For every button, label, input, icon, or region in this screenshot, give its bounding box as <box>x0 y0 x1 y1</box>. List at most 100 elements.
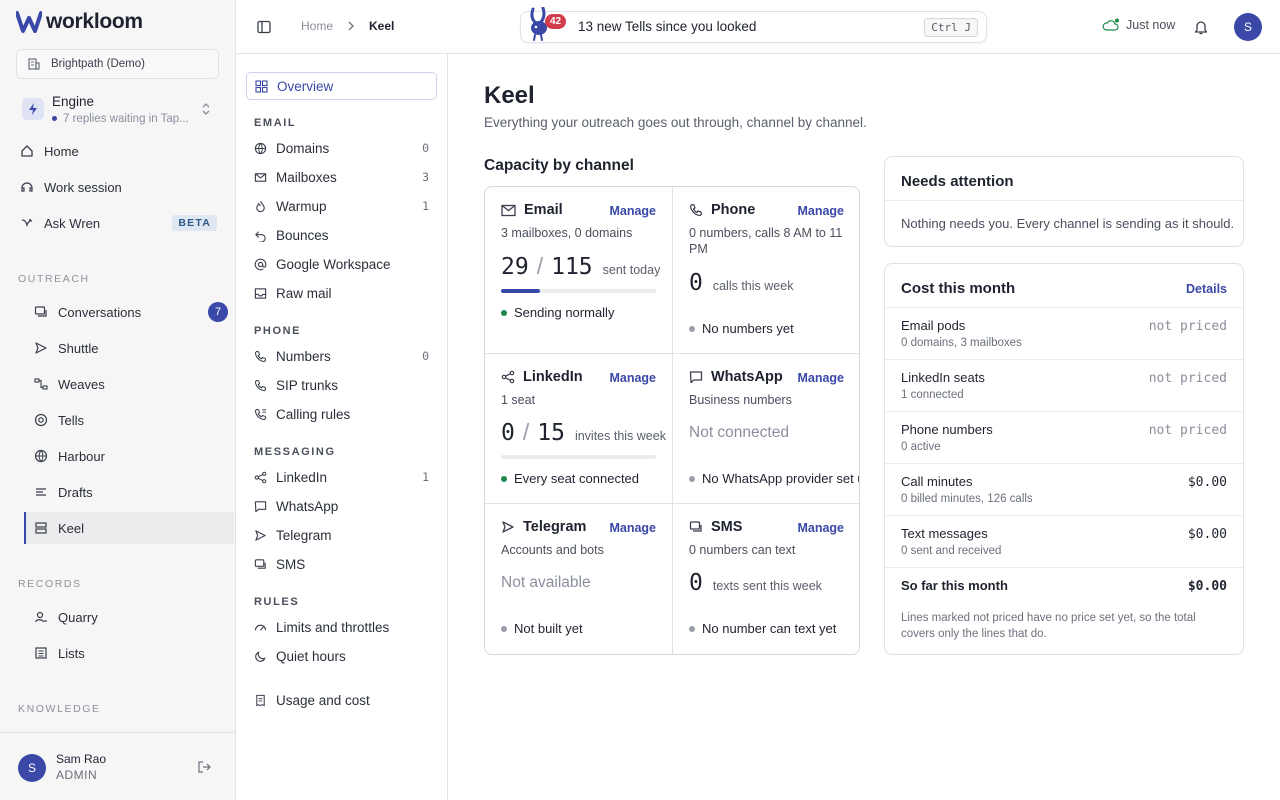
subnav-mailboxes[interactable]: Mailboxes 3 <box>246 163 437 191</box>
capacity-title: Capacity by channel <box>484 157 634 174</box>
subnav-domains[interactable]: Domains 0 <box>246 134 437 162</box>
subnav-raw-mail-label: Raw mail <box>276 285 332 301</box>
engine-switcher[interactable]: Engine 7 replies waiting in Tap... <box>22 90 218 128</box>
nav-tells[interactable]: Tells <box>24 404 234 436</box>
cost-details-link[interactable]: Details <box>1186 282 1227 296</box>
status-idle-dot <box>689 325 695 332</box>
email-progress-fill <box>501 289 540 293</box>
breadcrumb-home[interactable]: Home <box>301 19 334 33</box>
subnav-usage-cost[interactable]: Usage and cost <box>246 686 437 714</box>
nav-conversations-label: Conversations <box>58 304 142 320</box>
cost-row-sub: 0 sent and received <box>901 545 1002 557</box>
subnav-telegram[interactable]: Telegram <box>246 521 437 549</box>
subnav-sms[interactable]: SMS <box>246 550 437 578</box>
subnav-whatsapp[interactable]: WhatsApp <box>246 492 437 520</box>
nav-shuttle[interactable]: Shuttle <box>24 332 234 364</box>
linkedin-manage-link[interactable]: Manage <box>609 371 656 385</box>
gauge-icon <box>254 624 267 631</box>
nav-quarry[interactable]: Quarry <box>24 601 234 633</box>
share-icon <box>254 471 267 483</box>
nav-conversations[interactable]: Conversations 7 <box>24 296 234 328</box>
cost-row-label: Phone numbers <box>901 422 993 437</box>
subnav-raw-mail[interactable]: Raw mail <box>246 279 437 307</box>
channel-linkedin-head: LinkedIn <box>501 369 583 385</box>
cost-row-sub: 0 domains, 3 mailboxes <box>901 337 1022 349</box>
moon-icon <box>255 650 266 662</box>
subnav-limits-label: Limits and throttles <box>276 619 390 635</box>
subnav-warmup-count: 1 <box>422 199 429 213</box>
linkedin-status-text: Every seat connected <box>514 471 640 486</box>
list-icon <box>35 647 47 659</box>
linkedin-total: 15 <box>537 420 565 446</box>
phone-icon <box>689 203 703 217</box>
send-icon <box>502 521 514 533</box>
cost-row: Call minutes 0 billed minutes, 126 calls… <box>885 463 1243 515</box>
channel-telegram-name: Telegram <box>523 519 587 535</box>
nav-tells-label: Tells <box>58 412 85 428</box>
logo[interactable]: workloom <box>16 10 143 34</box>
sms-icon <box>254 558 266 569</box>
subnav-limits[interactable]: Limits and throttles <box>246 613 437 641</box>
subnav-mailboxes-label: Mailboxes <box>276 169 337 185</box>
nav-ask-wren[interactable]: Ask Wren BETA <box>16 207 220 239</box>
subnav-whatsapp-label: WhatsApp <box>276 498 339 514</box>
subnav-overview[interactable]: Overview <box>246 72 437 100</box>
status-ok-dot <box>501 309 507 316</box>
cost-total-row: So far this month $0.00 Lines marked not… <box>885 567 1243 654</box>
subnav-numbers[interactable]: Numbers 0 <box>246 342 437 370</box>
nav-home[interactable]: Home <box>16 135 220 167</box>
engine-subtitle-row: 7 replies waiting in Tap... <box>52 113 189 125</box>
telegram-manage-link[interactable]: Manage <box>609 521 656 535</box>
nav-lists[interactable]: Lists <box>24 637 234 669</box>
tells-bar[interactable]: 42 13 new Tells since you looked Ctrl J <box>520 7 987 43</box>
conversations-count-badge: 7 <box>208 302 228 322</box>
globe-icon <box>34 449 48 463</box>
cost-row-value: not priced <box>1148 371 1227 386</box>
user-avatar[interactable]: S <box>18 754 46 782</box>
subnav-bounces[interactable]: Bounces <box>246 221 437 249</box>
channel-linkedin: LinkedIn Manage 1 seat 0 / 15 invites th… <box>485 354 672 503</box>
undo-icon <box>255 230 266 242</box>
logout-icon[interactable] <box>197 760 211 774</box>
nav-work-session[interactable]: Work session <box>16 171 220 203</box>
target-icon <box>34 413 48 427</box>
subnav-sip-trunks[interactable]: SIP trunks <box>246 371 437 399</box>
nav-ask-wren-label: Ask Wren <box>44 215 101 231</box>
subnav-calling-rules[interactable]: Calling rules <box>246 400 437 428</box>
nav-harbour[interactable]: Harbour <box>24 440 234 472</box>
telegram-status: Not built yet <box>501 621 583 636</box>
linkedin-sent: 0 <box>501 420 515 446</box>
cost-row: LinkedIn seats 1 connected not priced <box>885 359 1243 411</box>
whatsapp-state: Not connected <box>689 424 789 441</box>
nav-weaves[interactable]: Weaves <box>24 368 234 400</box>
subnav-warmup[interactable]: Warmup 1 <box>246 192 437 220</box>
whatsapp-manage-link[interactable]: Manage <box>797 371 844 385</box>
subnav-linkedin[interactable]: LinkedIn 1 <box>246 463 437 491</box>
subnav-quiet-hours[interactable]: Quiet hours <box>246 642 437 670</box>
phone-icon <box>254 379 267 391</box>
cost-row: Text messages 0 sent and received $0.00 <box>885 515 1243 567</box>
page-title: Keel <box>484 82 535 109</box>
phone-manage-link[interactable]: Manage <box>797 204 844 218</box>
sms-manage-link[interactable]: Manage <box>797 521 844 535</box>
nav-drafts[interactable]: Drafts <box>24 476 234 508</box>
breadcrumb-current: Keel <box>369 19 395 33</box>
bell-icon[interactable] <box>1194 19 1208 35</box>
phone-status-text: No numbers yet <box>702 321 794 336</box>
subnav-google-workspace[interactable]: Google Workspace <box>246 250 437 278</box>
top-avatar[interactable]: S <box>1234 13 1262 41</box>
email-manage-link[interactable]: Manage <box>609 204 656 218</box>
nav-shuttle-label: Shuttle <box>58 340 99 356</box>
channel-whatsapp: WhatsApp Manage Business numbers Not con… <box>673 354 859 503</box>
channel-phone: Phone Manage 0 numbers, calls 8 AM to 11… <box>673 187 859 353</box>
sidebar-toggle-icon[interactable] <box>257 20 271 34</box>
nav-keel[interactable]: Keel <box>24 512 234 544</box>
status-idle-dot <box>501 625 507 632</box>
subnav-section-messaging: MESSAGING <box>254 446 336 458</box>
engine-title: Engine <box>52 93 95 109</box>
org-switcher[interactable]: Brightpath (Demo) <box>16 49 219 79</box>
cloud-icon <box>1102 18 1119 31</box>
grid-icon <box>255 79 268 93</box>
status-idle-dot <box>689 625 695 632</box>
sync-status-text: Just now <box>1126 18 1176 32</box>
